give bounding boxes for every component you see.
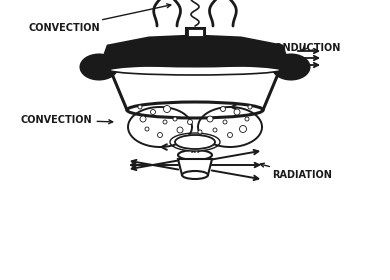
Circle shape [198,130,202,134]
Circle shape [213,128,217,132]
Polygon shape [107,62,283,110]
Ellipse shape [103,54,287,66]
Ellipse shape [127,102,263,118]
Circle shape [140,116,146,122]
Circle shape [239,125,246,132]
Polygon shape [103,36,287,60]
Ellipse shape [178,150,212,160]
Circle shape [223,120,227,124]
Circle shape [158,132,163,137]
Ellipse shape [182,171,208,179]
Ellipse shape [81,55,117,79]
Ellipse shape [102,53,288,71]
Circle shape [151,109,156,115]
Circle shape [227,132,232,137]
Circle shape [207,116,213,122]
Circle shape [138,105,142,109]
Ellipse shape [273,55,309,79]
Text: CONVECTION: CONVECTION [20,115,113,125]
Ellipse shape [170,133,220,151]
Circle shape [248,105,252,109]
Polygon shape [186,28,204,37]
Circle shape [163,120,167,124]
Circle shape [173,117,177,121]
Text: CONDUCTION: CONDUCTION [268,43,341,53]
Circle shape [220,106,225,111]
Circle shape [177,127,183,133]
Text: RADIATION: RADIATION [260,163,332,180]
Ellipse shape [109,65,281,75]
Circle shape [234,109,240,115]
Polygon shape [188,29,202,36]
Circle shape [245,117,249,121]
Text: CONVECTION: CONVECTION [28,4,171,33]
Circle shape [163,106,170,113]
Circle shape [188,120,193,125]
Circle shape [145,127,149,131]
Polygon shape [178,159,212,175]
Ellipse shape [175,135,215,149]
